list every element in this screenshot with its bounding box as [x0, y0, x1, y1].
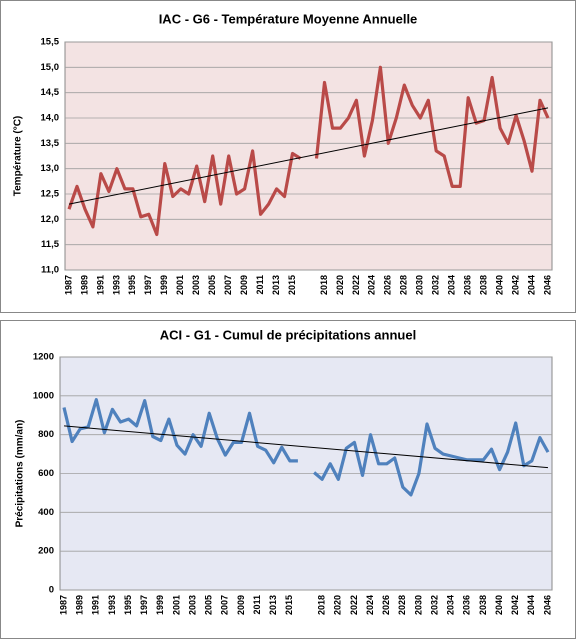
y-tick-label: 1000	[33, 390, 54, 401]
x-tick-label: 2034	[446, 595, 456, 615]
x-tick-label: 2005	[207, 275, 217, 295]
x-tick-label: 2020	[335, 275, 345, 295]
x-tick-label: 1991	[91, 595, 101, 615]
x-tick-label: 2011	[255, 275, 265, 295]
x-tick-label: 2028	[399, 275, 409, 295]
x-tick-label: 2003	[191, 275, 201, 295]
x-tick-label: 1987	[63, 275, 73, 295]
y-axis-label: Température (°C)	[13, 116, 24, 197]
x-tick-label: 1995	[127, 275, 137, 295]
x-tick-label: 2040	[494, 275, 504, 295]
x-tick-label: 2036	[462, 595, 472, 615]
x-tick-label: 2009	[239, 275, 249, 295]
x-tick-label: 2015	[284, 595, 294, 615]
x-tick-label: 2020	[333, 595, 343, 615]
y-axis-label: Précipitations (mm/an)	[15, 420, 26, 528]
x-tick-label: 2003	[187, 595, 197, 615]
x-tick-label: 2038	[479, 275, 489, 295]
x-tick-label: 2022	[349, 595, 359, 615]
x-tick-label: 2001	[171, 595, 181, 615]
x-tick-label: 2024	[365, 595, 375, 615]
x-tick-label: 2013	[268, 595, 278, 615]
x-tick-label: 1989	[75, 595, 85, 615]
x-tick-label: 1989	[79, 275, 89, 295]
x-tick-label: 1997	[139, 595, 149, 615]
x-tick-label: 2009	[236, 595, 246, 615]
y-tick-label: 12,0	[41, 214, 60, 225]
y-tick-label: 15,5	[41, 37, 60, 48]
y-tick-label: 600	[38, 468, 54, 479]
y-tick-label: 400	[38, 507, 54, 518]
y-tick-label: 800	[38, 429, 54, 440]
x-tick-label: 2007	[220, 595, 230, 615]
x-tick-label: 2026	[383, 275, 393, 295]
x-tick-label: 1991	[95, 275, 105, 295]
x-tick-label: 2046	[542, 595, 552, 615]
x-tick-label: 2013	[271, 275, 281, 295]
x-tick-label: 1993	[107, 595, 117, 615]
x-tick-label: 2022	[351, 275, 361, 295]
x-tick-label: 2044	[526, 275, 536, 295]
chart-title: ACI - G1 - Cumul de précipitations annue…	[160, 327, 416, 342]
x-tick-label: 2044	[526, 595, 536, 615]
y-tick-label: 12,5	[41, 189, 60, 200]
x-tick-label: 2018	[319, 275, 329, 295]
x-tick-label: 2030	[413, 595, 423, 615]
y-tick-label: 11,0	[41, 265, 59, 276]
x-tick-label: 2040	[494, 595, 504, 615]
y-tick-label: 0	[49, 585, 54, 596]
x-tick-label: 1997	[143, 275, 153, 295]
x-tick-label: 2038	[478, 595, 488, 615]
data-line	[67, 65, 550, 237]
x-tick-label: 2026	[381, 595, 391, 615]
x-tick-label: 2011	[252, 595, 262, 615]
x-tick-label: 2036	[463, 275, 473, 295]
x-tick-label: 2007	[223, 275, 233, 295]
x-tick-label: 2042	[510, 595, 520, 615]
y-tick-label: 11,5	[41, 239, 60, 250]
x-tick-label: 1999	[155, 595, 165, 615]
y-tick-label: 15,0	[41, 62, 60, 73]
x-tick-label: 1995	[123, 595, 133, 615]
y-tick-label: 13,5	[41, 138, 60, 149]
trend-line	[63, 425, 549, 469]
x-tick-label: 1987	[58, 595, 68, 615]
y-tick-label: 13,0	[41, 163, 60, 174]
x-tick-label: 2028	[397, 595, 407, 615]
y-tick-label: 200	[38, 546, 54, 557]
x-tick-label: 2024	[367, 275, 377, 295]
x-tick-label: 2005	[204, 595, 214, 615]
x-tick-label: 2032	[431, 275, 441, 295]
x-tick-label: 2046	[542, 275, 552, 295]
x-tick-label: 2032	[429, 595, 439, 615]
y-tick-label: 1200	[33, 352, 54, 363]
x-tick-label: 2034	[447, 275, 457, 295]
trend-line	[68, 107, 549, 205]
x-tick-label: 2018	[317, 595, 327, 615]
y-tick-label: 14,5	[41, 87, 60, 98]
chart-title: IAC - G6 - Température Moyenne Annuelle	[159, 11, 418, 26]
x-tick-label: 1993	[111, 275, 121, 295]
x-tick-label: 2042	[510, 275, 520, 295]
x-tick-label: 2030	[415, 275, 425, 295]
data-line	[62, 398, 550, 497]
y-tick-label: 14,0	[41, 113, 60, 124]
x-tick-label: 2015	[287, 275, 297, 295]
x-tick-label: 1999	[159, 275, 169, 295]
x-tick-label: 2001	[175, 275, 185, 295]
